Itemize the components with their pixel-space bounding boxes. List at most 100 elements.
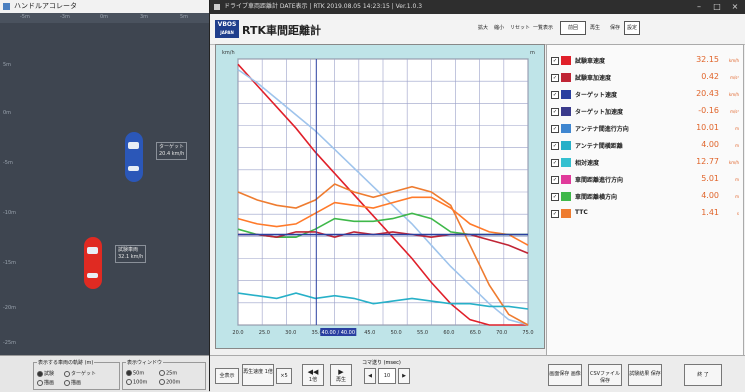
checkbox-icon[interactable]: ✓ xyxy=(551,125,559,133)
save-toolbar-button[interactable]: 保存 xyxy=(610,25,621,31)
series-line xyxy=(237,63,528,326)
speed-button[interactable]: 再生速度 1倍 xyxy=(242,364,274,386)
trajectory-option[interactable]: ターゲット xyxy=(64,370,96,377)
x-tick-label: 75.0 xyxy=(522,330,533,336)
radio-icon xyxy=(159,379,165,385)
step-forward-icon[interactable]: ▶ xyxy=(398,368,410,384)
label-line: 32.1 km/h xyxy=(118,254,144,260)
settings-button[interactable]: 設定 xyxy=(624,21,640,35)
save-image-button[interactable]: 画面保存 画像 xyxy=(548,364,582,386)
checkbox-icon[interactable]: ✓ xyxy=(551,142,559,150)
checkbox-icon[interactable]: ✓ xyxy=(551,91,559,99)
list-view-button[interactable]: 一覧表示 xyxy=(533,25,554,31)
step-value-field[interactable]: 10 xyxy=(378,368,396,384)
checkbox-icon[interactable]: ✓ xyxy=(551,159,559,167)
zoom-in-button[interactable]: 拡大 xyxy=(478,25,489,31)
playback-bar: 全表示 再生速度 1倍 ×5 ◀◀ 1倍 ▶ 再生 コマ送り (msec) ◀ 10… xyxy=(210,355,745,392)
save-result-button[interactable]: 試験結果 保存 xyxy=(628,364,662,386)
trajectory-option[interactable]: 試験 xyxy=(37,370,54,377)
legend-value: 0.42 xyxy=(701,72,719,81)
ruler-tick: 0m xyxy=(100,14,109,20)
step-back-icon[interactable]: ◀ xyxy=(364,368,376,384)
zoom-out-button[interactable]: 縮小 xyxy=(494,25,505,31)
label-line: ターゲット xyxy=(159,144,185,150)
radio-icon xyxy=(126,379,132,385)
legend-item[interactable]: ✓ アンテナ間進行方向 10.01 m xyxy=(551,123,741,135)
page-title: RTK車間距離計 xyxy=(242,24,322,37)
play-toolbar-button[interactable]: 再生 xyxy=(590,25,601,31)
legend-item[interactable]: ✓ アンテナ間横距離 4.00 m xyxy=(551,140,741,152)
minimize-icon[interactable]: – xyxy=(697,2,701,11)
window-group: 表示ウィンドウ 50m 25m 100m 200m xyxy=(122,359,206,390)
car-windshield xyxy=(87,247,98,254)
target-car-label: ターゲット 20.4 km/h xyxy=(156,142,188,160)
play-button[interactable]: ▶ 再生 xyxy=(330,364,352,386)
legend-name: 試験車加速度 xyxy=(575,75,612,82)
target-car-icon[interactable] xyxy=(125,132,143,182)
legend-name: アンテナ間横距離 xyxy=(575,143,623,150)
checkbox-icon[interactable]: ✓ xyxy=(551,74,559,82)
side-tick: -10m xyxy=(3,210,17,216)
option-label: 50m xyxy=(133,370,145,377)
reset-button[interactable]: リセット xyxy=(510,25,531,31)
group-title: 表示ウィンドウ xyxy=(126,359,164,366)
checkbox-icon[interactable]: ✓ xyxy=(551,57,559,65)
vbos-logo: VBOS JAPAN xyxy=(215,20,239,38)
checkbox-icon[interactable]: ✓ xyxy=(551,193,559,201)
legend-unit: m/s² xyxy=(730,75,739,80)
line-chart[interactable]: 20.025.030.035.040.045.050.055.060.065.0… xyxy=(216,45,544,348)
window-option[interactable]: 25m xyxy=(159,370,177,377)
button-label: 1倍 xyxy=(308,377,318,383)
close-icon[interactable]: × xyxy=(731,2,739,11)
legend-name: ターゲット速度 xyxy=(575,92,618,99)
legend-item[interactable]: ✓ TTC 1.41 s xyxy=(551,208,741,220)
option-label: 描画 xyxy=(71,380,82,386)
legend-item[interactable]: ✓ ターゲット速度 20.43 km/h xyxy=(551,89,741,101)
series-swatch xyxy=(561,56,571,65)
exit-button[interactable]: 終 了 xyxy=(684,364,722,386)
legend-item[interactable]: ✓ ターゲット加速度 -0.16 m/s² xyxy=(551,106,741,118)
option-label: 100m xyxy=(133,379,148,386)
trajectory-group: 表示する車両の軌跡 (m) 試験 ターゲット 描画 描画 xyxy=(33,359,120,390)
legend-name: 車間距離横方向 xyxy=(575,194,618,201)
checkbox-icon[interactable]: ✓ xyxy=(551,108,559,116)
legend-item[interactable]: ✓ 試験車加速度 0.42 m/s² xyxy=(551,72,741,84)
ruler-tick: 5m xyxy=(180,14,189,20)
maximize-icon[interactable]: □ xyxy=(713,2,721,11)
label-line: 試験車両 xyxy=(118,247,139,253)
radio-icon xyxy=(37,379,43,386)
x-tick-label: 60.0 xyxy=(443,330,454,336)
save-csv-button[interactable]: CSVファイル 保存 xyxy=(588,364,622,386)
legend-item[interactable]: ✓ 車間距離横方向 4.00 m xyxy=(551,191,741,203)
legend-item[interactable]: ✓ 試験車速度 32.15 km/h xyxy=(551,55,741,67)
legend-name: ターゲット加速度 xyxy=(575,109,624,116)
speed-x5-button[interactable]: ×5 xyxy=(276,368,292,384)
legend-name: 車間距離進行方向 xyxy=(575,177,624,184)
group-title: 表示する車両の軌跡 (m) xyxy=(37,359,95,366)
button-label: 再生 xyxy=(335,377,346,383)
play-icon: ▶ xyxy=(338,368,344,376)
x-tick-label: 65.0 xyxy=(470,330,481,336)
chart-area[interactable]: 20.025.030.035.040.045.050.055.060.065.0… xyxy=(215,44,545,349)
checkbox-icon[interactable]: ✓ xyxy=(551,176,559,184)
car-rear-window xyxy=(87,273,98,278)
trajectory-option[interactable]: 描画 xyxy=(64,379,81,386)
test-car-icon[interactable] xyxy=(84,237,102,289)
legend-value: 12.77 xyxy=(696,157,719,166)
app-icon xyxy=(214,4,220,10)
checkbox-icon[interactable]: ✓ xyxy=(551,210,559,218)
y-right-label: m xyxy=(530,50,535,56)
prev-button[interactable]: 前回 xyxy=(560,21,586,35)
window-title: ドライブ車両距離計 DATE表示 | RTK 2019.08.05 14:23:… xyxy=(224,3,423,10)
trajectory-option[interactable]: 描画 xyxy=(37,379,54,386)
show-all-button[interactable]: 全表示 xyxy=(215,368,239,384)
radio-icon xyxy=(37,370,43,377)
rewind-icon: ◀◀ xyxy=(307,368,319,376)
window-option[interactable]: 50m xyxy=(126,370,144,377)
legend-item[interactable]: ✓ 車間距離進行方向 5.01 m xyxy=(551,174,741,186)
window-option[interactable]: 100m xyxy=(126,379,147,386)
cursor-label-bg xyxy=(320,328,357,336)
rewind-button[interactable]: ◀◀ 1倍 xyxy=(302,364,324,386)
legend-item[interactable]: ✓ 相対速度 12.77 km/h xyxy=(551,157,741,169)
window-option[interactable]: 200m xyxy=(159,379,180,386)
